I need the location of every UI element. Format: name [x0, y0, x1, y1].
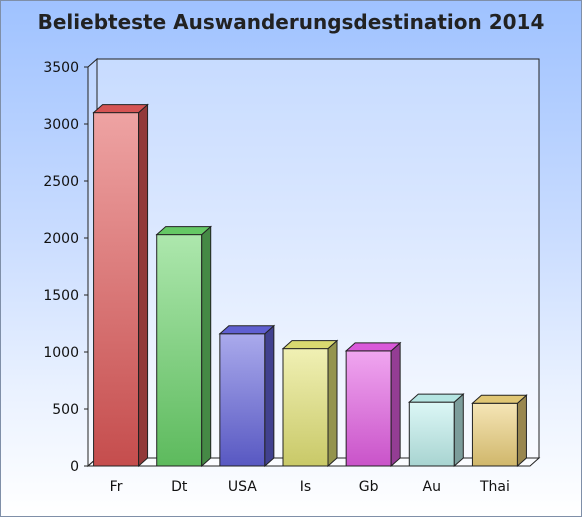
bar-dt — [155, 225, 213, 468]
bar-side — [264, 324, 275, 468]
x-tick-label: Thai — [479, 479, 510, 495]
x-tick-label: Dt — [171, 479, 188, 495]
x-tick-label: Au — [423, 479, 441, 495]
bar-top — [92, 104, 149, 114]
y-tick-label: 2000 — [43, 231, 79, 247]
x-tick-label: Fr — [110, 479, 123, 495]
y-tick-label: 1500 — [43, 288, 79, 304]
bar-front — [408, 401, 455, 467]
bar-side — [201, 225, 212, 468]
bar-top — [155, 226, 213, 236]
bar-thai — [471, 394, 528, 468]
bar-side — [453, 393, 464, 468]
bar-front — [345, 350, 392, 467]
bar-front — [471, 402, 518, 467]
bars — [92, 103, 528, 468]
bar-front — [93, 112, 140, 467]
x-axis: Fr Dt USA Is Gb Au Thai — [110, 479, 510, 495]
y-tick-label: 3500 — [43, 60, 79, 76]
bar-side — [327, 339, 338, 468]
x-tick-label: Gb — [359, 479, 379, 495]
y-tick-label: 0 — [70, 459, 79, 475]
bar-front — [219, 333, 266, 467]
bar-top — [281, 340, 339, 350]
y-tick-label: 500 — [52, 402, 79, 418]
bar-au — [407, 393, 465, 468]
bar-is — [281, 339, 339, 468]
y-tick-label: 1000 — [43, 345, 79, 361]
bar-top — [218, 325, 276, 335]
y-tick-label: 3000 — [43, 117, 79, 133]
x-tick-label: USA — [228, 479, 257, 495]
bar-top — [407, 393, 465, 403]
chart-title: Beliebteste Auswanderungsdestination 201… — [37, 10, 545, 34]
bar-top — [344, 342, 402, 352]
bar-top — [471, 394, 528, 404]
bar-side — [390, 341, 401, 468]
bar-side — [138, 103, 149, 468]
y-axis: 0 500 1000 1500 2000 2500 3000 3500 — [43, 60, 88, 475]
bar-fr — [92, 103, 149, 468]
y-tick-label: 2500 — [43, 174, 79, 190]
x-tick-label: Is — [300, 479, 311, 495]
bar-side — [516, 394, 527, 468]
bar-front — [156, 234, 203, 467]
bar-front — [282, 348, 329, 467]
bar-gb — [344, 341, 402, 468]
bar-usa — [218, 324, 276, 468]
